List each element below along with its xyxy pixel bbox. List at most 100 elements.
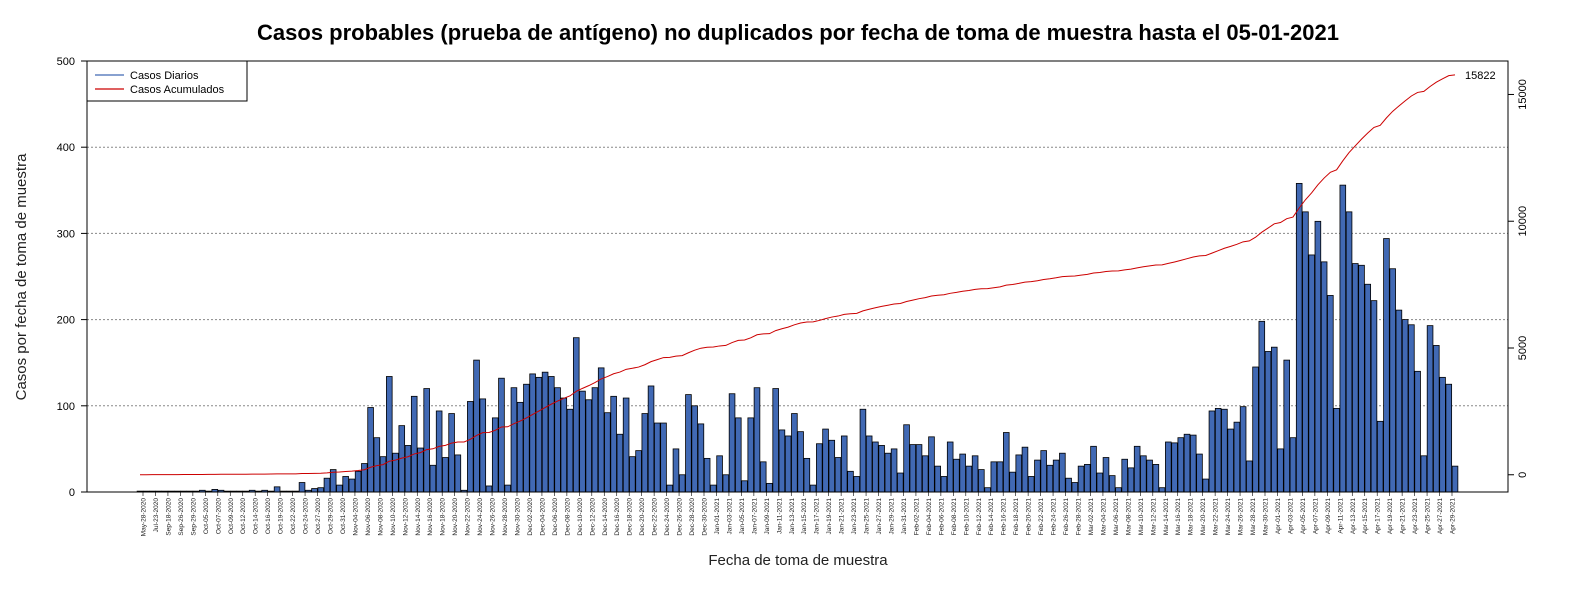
- bar: [1077, 465, 1085, 493]
- bar: [1202, 478, 1209, 493]
- x-tick-label: Mar-02-2021: [1088, 498, 1095, 536]
- bar: [865, 435, 873, 493]
- bar: [672, 448, 680, 493]
- x-tick-label: Mar-08-2021: [1125, 498, 1132, 536]
- bar: [1096, 472, 1104, 493]
- bar: [548, 376, 555, 493]
- bar: [1084, 464, 1091, 493]
- bar: [915, 444, 923, 493]
- bar: [971, 455, 979, 493]
- bar: [1108, 475, 1116, 493]
- x-tick-label: Apr-23-2021: [1412, 498, 1419, 535]
- bar: [1233, 421, 1241, 493]
- x-tick-label: Feb-10-2021: [963, 498, 970, 536]
- x-axis: May-28-2020 Jul-23-2020 Sep-18-2020 Sep-26-…: [141, 492, 1457, 536]
- x-tick-label: Feb-16-2021: [1001, 498, 1008, 536]
- bar: [1308, 254, 1315, 493]
- legend-box: [86, 60, 248, 102]
- y2-tick-label: 0: [1517, 472, 1529, 478]
- x-tick-label: Apr-29-2021: [1450, 498, 1457, 535]
- cumulative-line: [139, 74, 1456, 476]
- x-tick-label: Feb-20-2021: [1026, 498, 1033, 536]
- x-tick-label: Dec-22-2020: [652, 498, 659, 536]
- x-tick-label: Jan-21-2021: [839, 498, 846, 535]
- bar: [1302, 211, 1309, 493]
- bar: [1246, 460, 1253, 493]
- x-tick-label: Dec-20-2020: [639, 498, 646, 536]
- bar: [1133, 445, 1141, 493]
- bar: [1189, 434, 1197, 493]
- x-tick-label: Nov-06-2020: [365, 498, 372, 536]
- bar: [579, 390, 586, 493]
- bar: [535, 376, 543, 493]
- x-tick-label: Feb-14-2021: [988, 498, 995, 536]
- x-tick-label: Dec-06-2020: [552, 498, 559, 536]
- x-tick-label: Dec-02-2020: [527, 498, 534, 536]
- bar: [510, 387, 518, 493]
- bar: [1015, 454, 1023, 493]
- bar: [442, 457, 449, 493]
- bar: [541, 371, 549, 493]
- x-tick-label: Jan-11-2021: [776, 498, 783, 534]
- bar: [660, 422, 667, 493]
- bar: [516, 401, 524, 493]
- bar: [847, 470, 854, 493]
- x-tick-label: Mar-12-2021: [1150, 498, 1157, 536]
- bar: [554, 387, 561, 493]
- bar: [1208, 410, 1216, 493]
- bar: [1414, 370, 1421, 493]
- bar: [560, 397, 568, 493]
- bar: [498, 377, 505, 493]
- bar: [1420, 455, 1428, 493]
- bar: [1102, 457, 1110, 493]
- bar: [934, 465, 941, 493]
- bar: [753, 387, 761, 493]
- bar: [716, 455, 723, 493]
- x-tick-label: Apr-17-2021: [1375, 498, 1382, 535]
- x-tick-label: Jul-23-2020: [153, 498, 160, 533]
- x-tick-label: Mar-10-2021: [1138, 498, 1145, 536]
- x-tick-label: Nov-12-2020: [402, 498, 409, 536]
- x-tick-label: Jan-25-2021: [864, 498, 871, 535]
- x-tick-label: Nov-18-2020: [440, 498, 447, 536]
- bar: [921, 455, 929, 493]
- bar: [990, 461, 998, 493]
- x-tick-label: Feb-02-2021: [913, 498, 920, 536]
- y-tick-label: 100: [57, 401, 75, 413]
- bar: [859, 408, 867, 493]
- x-tick-label: Jan-01-2021: [714, 498, 721, 535]
- bar: [1046, 464, 1054, 493]
- x-tick-label: Mar-30-2021: [1263, 498, 1270, 536]
- x-tick-label: Mar-18-2021: [1188, 498, 1195, 536]
- bar: [872, 441, 879, 493]
- x-tick-label: Nov-28-2020: [502, 498, 509, 536]
- bar: [697, 423, 705, 493]
- bar: [467, 401, 474, 493]
- bar: [890, 448, 898, 493]
- bar: [1059, 452, 1066, 493]
- bar: [1121, 458, 1128, 493]
- bar: [1221, 408, 1228, 493]
- x-tick-label: Mar-26-2021: [1238, 498, 1245, 536]
- y2-tick-label: 5000: [1517, 336, 1529, 360]
- x-tick-label: Dec-08-2020: [564, 498, 571, 536]
- bar: [816, 443, 823, 493]
- bar: [585, 399, 592, 493]
- bar: [597, 367, 605, 493]
- x-tick-label: Nov-10-2020: [390, 498, 397, 536]
- x-tick-label: Dec-04-2020: [539, 498, 546, 536]
- bar: [996, 461, 1004, 493]
- y-axis-left: 0 100 200 300 400 500: [57, 56, 87, 499]
- bar: [1115, 487, 1122, 493]
- bar: [766, 482, 773, 493]
- x-tick-label: Sep-18-2020: [165, 498, 172, 536]
- x-tick-label: Jan-17-2021: [814, 498, 821, 535]
- bar: [834, 457, 842, 493]
- bar: [423, 388, 430, 493]
- bar: [903, 424, 910, 493]
- bar: [610, 395, 617, 493]
- bar: [678, 474, 686, 493]
- bar: [759, 461, 767, 493]
- bar: [1451, 465, 1459, 493]
- bar: [1152, 464, 1160, 493]
